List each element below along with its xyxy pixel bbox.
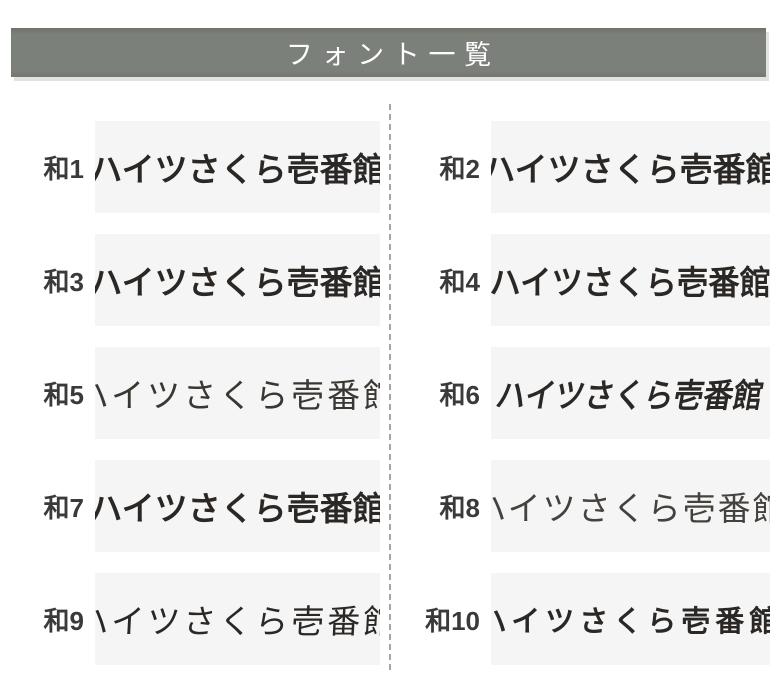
font-sample-box: ハイツさくら壱番館 — [491, 460, 770, 552]
font-sample-row: 和2 ハイツさくら壱番館 — [408, 121, 770, 213]
column-divider — [389, 104, 391, 670]
font-sample-row: 和5 ハイツさくら壱番館 — [12, 347, 380, 439]
font-number-label: 和1 — [43, 153, 84, 184]
font-sample-box: ハイツさくら壱番館 — [95, 121, 380, 213]
font-number-label: 和8 — [439, 492, 480, 523]
font-sample-box: ハイツさくら壱番館 — [491, 347, 770, 439]
font-number-label: 和9 — [43, 605, 84, 636]
font-number-label: 和6 — [439, 379, 480, 410]
font-number-label: 和4 — [439, 266, 480, 297]
font-number-label: 和7 — [43, 492, 84, 523]
page-title: フォント一覧 — [285, 40, 500, 70]
font-sample-text: ハイツさくら壱番館 — [95, 489, 380, 528]
font-sample-text: ハイツさくら壱番館 — [491, 150, 770, 189]
font-sample-text: ハイツさくら壱番館 — [95, 266, 380, 302]
font-sample-text: ハイツさくら壱番館 — [95, 151, 380, 188]
font-sample-row: 和7 ハイツさくら壱番館 — [12, 460, 380, 552]
font-number-label: 和5 — [43, 379, 84, 410]
font-sample-text: ハイツさくら壱番館 — [491, 492, 770, 528]
font-sample-row: 和3 ハイツさくら壱番館 — [12, 234, 380, 326]
font-sample-row: 和6 ハイツさくら壱番館 — [408, 347, 770, 439]
font-sample-row: 和4 ハイツさくら壱番館 — [408, 234, 770, 326]
font-column-left: 和1 ハイツさくら壱番館 和3 ハイツさくら壱番館 和5 ハイツさくら壱番館 和… — [12, 121, 380, 686]
font-sample-box: ハイツさくら壱番館 — [95, 234, 380, 326]
font-number-label: 和10 — [425, 605, 480, 636]
font-sample-row: 和8 ハイツさくら壱番館 — [408, 460, 770, 552]
font-sample-text: ハイツさくら壱番館 — [95, 605, 380, 641]
font-sample-box: ハイツさくら壱番館 — [95, 347, 380, 439]
font-sample-box: ハイツさくら壱番館 — [95, 573, 380, 665]
font-sample-text: ハイツさくら壱番館 — [491, 264, 770, 301]
font-number-label: 和2 — [439, 153, 480, 184]
font-sample-text: ハイツさくら壱番館 — [95, 377, 380, 414]
font-sample-text: ハイツさくら壱番館 — [491, 604, 770, 638]
font-sample-box: ハイツさくら壱番館 — [491, 573, 770, 665]
font-sample-box: ハイツさくら壱番館 — [95, 460, 380, 552]
font-sample-box: ハイツさくら壱番館 — [491, 234, 770, 326]
font-sample-row: 和10 ハイツさくら壱番館 — [408, 573, 770, 665]
font-sample-row: 和1 ハイツさくら壱番館 — [12, 121, 380, 213]
font-number-label: 和3 — [43, 266, 84, 297]
font-sample-row: 和9 ハイツさくら壱番館 — [12, 573, 380, 665]
page-title-bar: フォント一覧 — [11, 28, 766, 77]
font-column-right: 和2 ハイツさくら壱番館 和4 ハイツさくら壱番館 和6 ハイツさくら壱番館 和… — [408, 121, 770, 686]
font-sample-text: ハイツさくら壱番館 — [493, 376, 767, 415]
font-sample-box: ハイツさくら壱番館 — [491, 121, 770, 213]
